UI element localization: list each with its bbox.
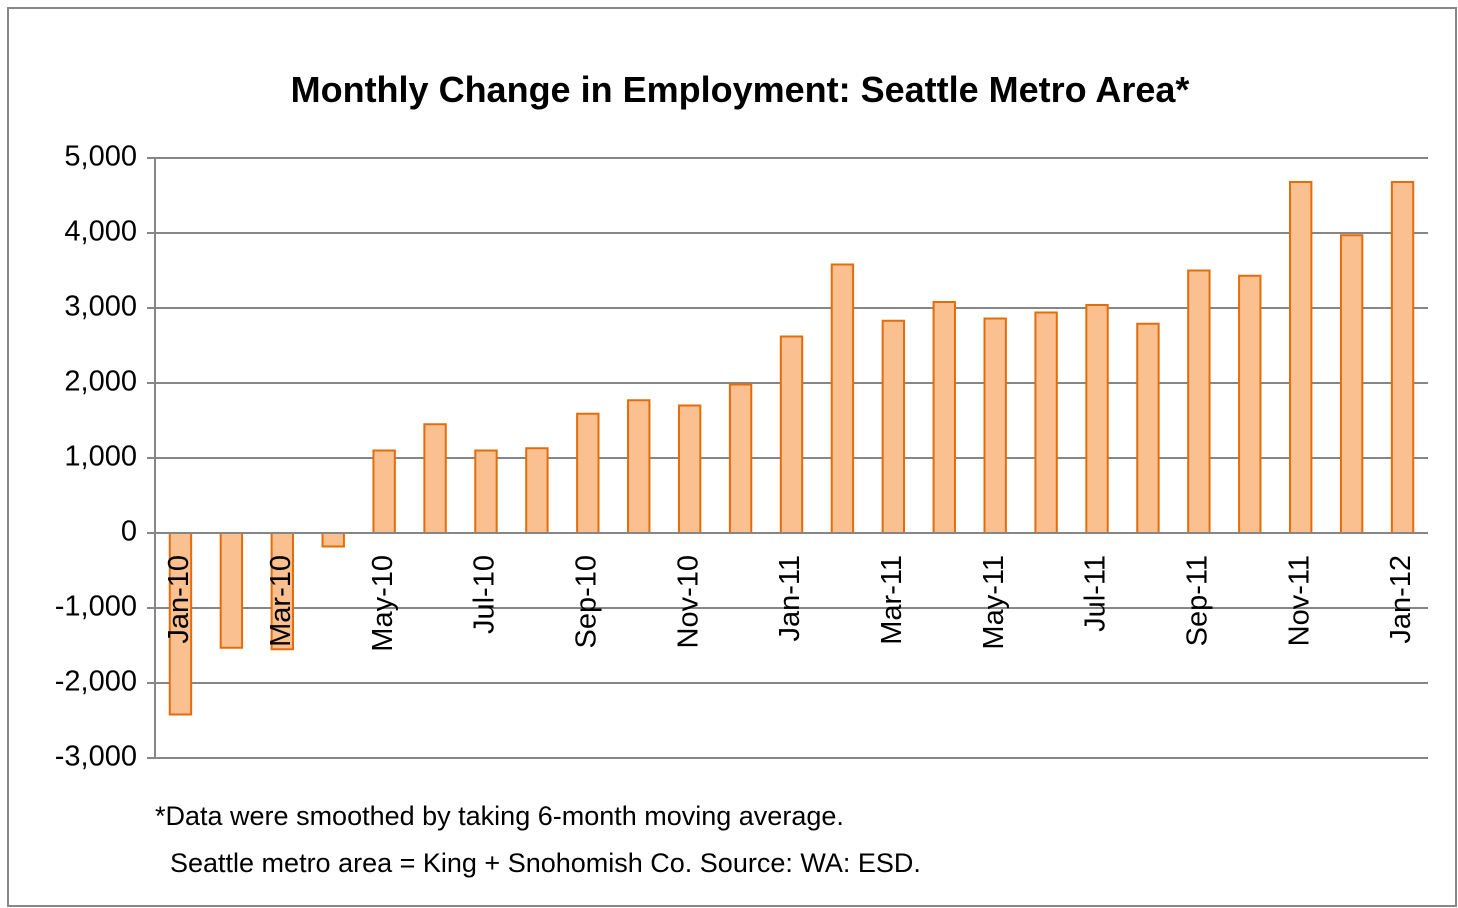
y-tick-label: 1,000 [64,441,137,473]
bar [1187,269,1211,534]
x-tick-label: Mar-10 [265,555,297,647]
bar [627,399,651,534]
bar [576,412,600,534]
bar [983,317,1007,534]
y-tick-label: 0 [121,516,137,548]
bar [932,301,956,534]
bar [728,383,753,534]
bar [525,447,549,534]
x-tick-label: Sep-11 [1182,555,1214,646]
x-tick-label: Jan-11 [774,555,806,642]
x-tick-label: Nov-10 [672,555,704,649]
x-tick-label: Jul-11 [1080,555,1112,632]
x-tick-label: Jul-10 [469,555,501,634]
bar [881,319,906,534]
x-tick-label: Jan-12 [1385,555,1417,644]
bar [1238,274,1262,534]
y-tick-label: -3,000 [55,741,137,773]
x-tick-label: Jan-10 [163,555,195,644]
bar [219,532,244,649]
bar [779,335,804,534]
bar [372,449,396,534]
y-tick-label: 2,000 [64,366,137,398]
y-tick-label: 5,000 [64,141,137,173]
footnote: Seattle metro area = King + Snohomish Co… [170,848,921,878]
chart-title: Monthly Change in Employment: Seattle Me… [291,69,1190,110]
x-tick-label: Nov-11 [1283,555,1315,646]
x-tick-label: May-11 [978,555,1010,650]
x-tick-label: Sep-10 [570,555,602,649]
bar [1136,322,1160,534]
bar [677,404,702,534]
bar [1085,304,1109,534]
bar [1339,234,1364,534]
bar [1034,311,1058,534]
y-tick-label: 3,000 [64,291,137,323]
bar [1289,181,1313,534]
bar [321,532,345,548]
bar [1390,181,1415,534]
footnote: *Data were smoothed by taking 6-month mo… [155,801,844,831]
y-tick-label: -2,000 [55,666,137,698]
x-tick-label: Mar-11 [876,555,908,645]
bar [830,263,855,534]
y-tick-label: -1,000 [55,591,137,623]
bar [474,449,498,534]
bar [423,423,447,534]
x-tick-label: May-10 [367,555,399,652]
y-tick-label: 4,000 [64,216,137,248]
